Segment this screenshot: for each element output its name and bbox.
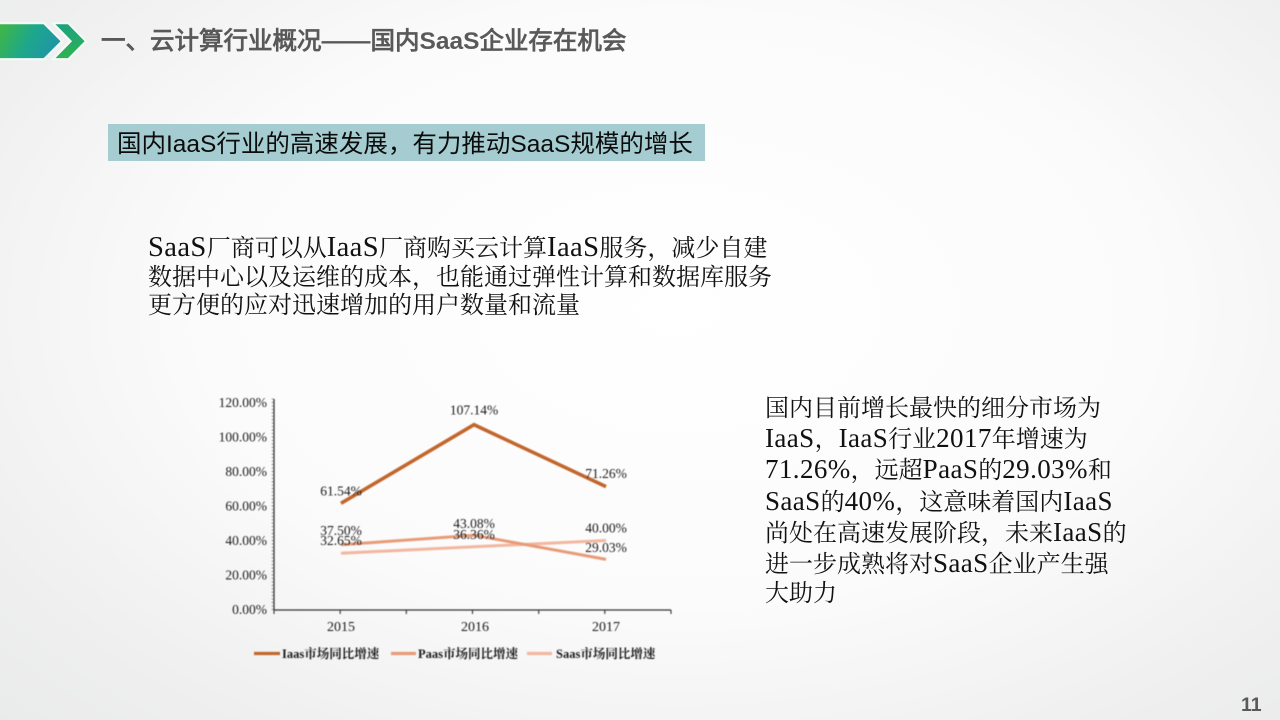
svg-text:Paas市场同比增速: Paas市场同比增速: [418, 646, 519, 661]
svg-text:100.00%: 100.00%: [219, 430, 267, 445]
svg-text:2015: 2015: [327, 620, 355, 635]
svg-text:29.03%: 29.03%: [585, 540, 627, 555]
svg-text:107.14%: 107.14%: [450, 403, 498, 418]
svg-text:40.00%: 40.00%: [225, 533, 267, 548]
svg-text:37.50%: 37.50%: [320, 523, 362, 538]
svg-text:2017: 2017: [592, 620, 620, 635]
svg-text:36.36%: 36.36%: [453, 527, 495, 542]
svg-text:Iaas市场同比增速: Iaas市场同比增速: [282, 646, 380, 661]
svg-text:0.00%: 0.00%: [232, 602, 267, 617]
svg-text:43.08%: 43.08%: [453, 516, 495, 531]
svg-text:Saas市场同比增速: Saas市场同比增速: [556, 646, 656, 661]
svg-text:20.00%: 20.00%: [225, 568, 267, 583]
svg-text:61.54%: 61.54%: [320, 484, 362, 499]
svg-text:40.00%: 40.00%: [585, 521, 627, 536]
svg-text:32.65%: 32.65%: [320, 533, 362, 548]
svg-text:120.00%: 120.00%: [219, 395, 267, 410]
svg-text:60.00%: 60.00%: [225, 499, 267, 514]
svg-text:80.00%: 80.00%: [225, 464, 267, 479]
svg-text:2016: 2016: [461, 620, 489, 635]
svg-text:71.26%: 71.26%: [585, 466, 627, 481]
